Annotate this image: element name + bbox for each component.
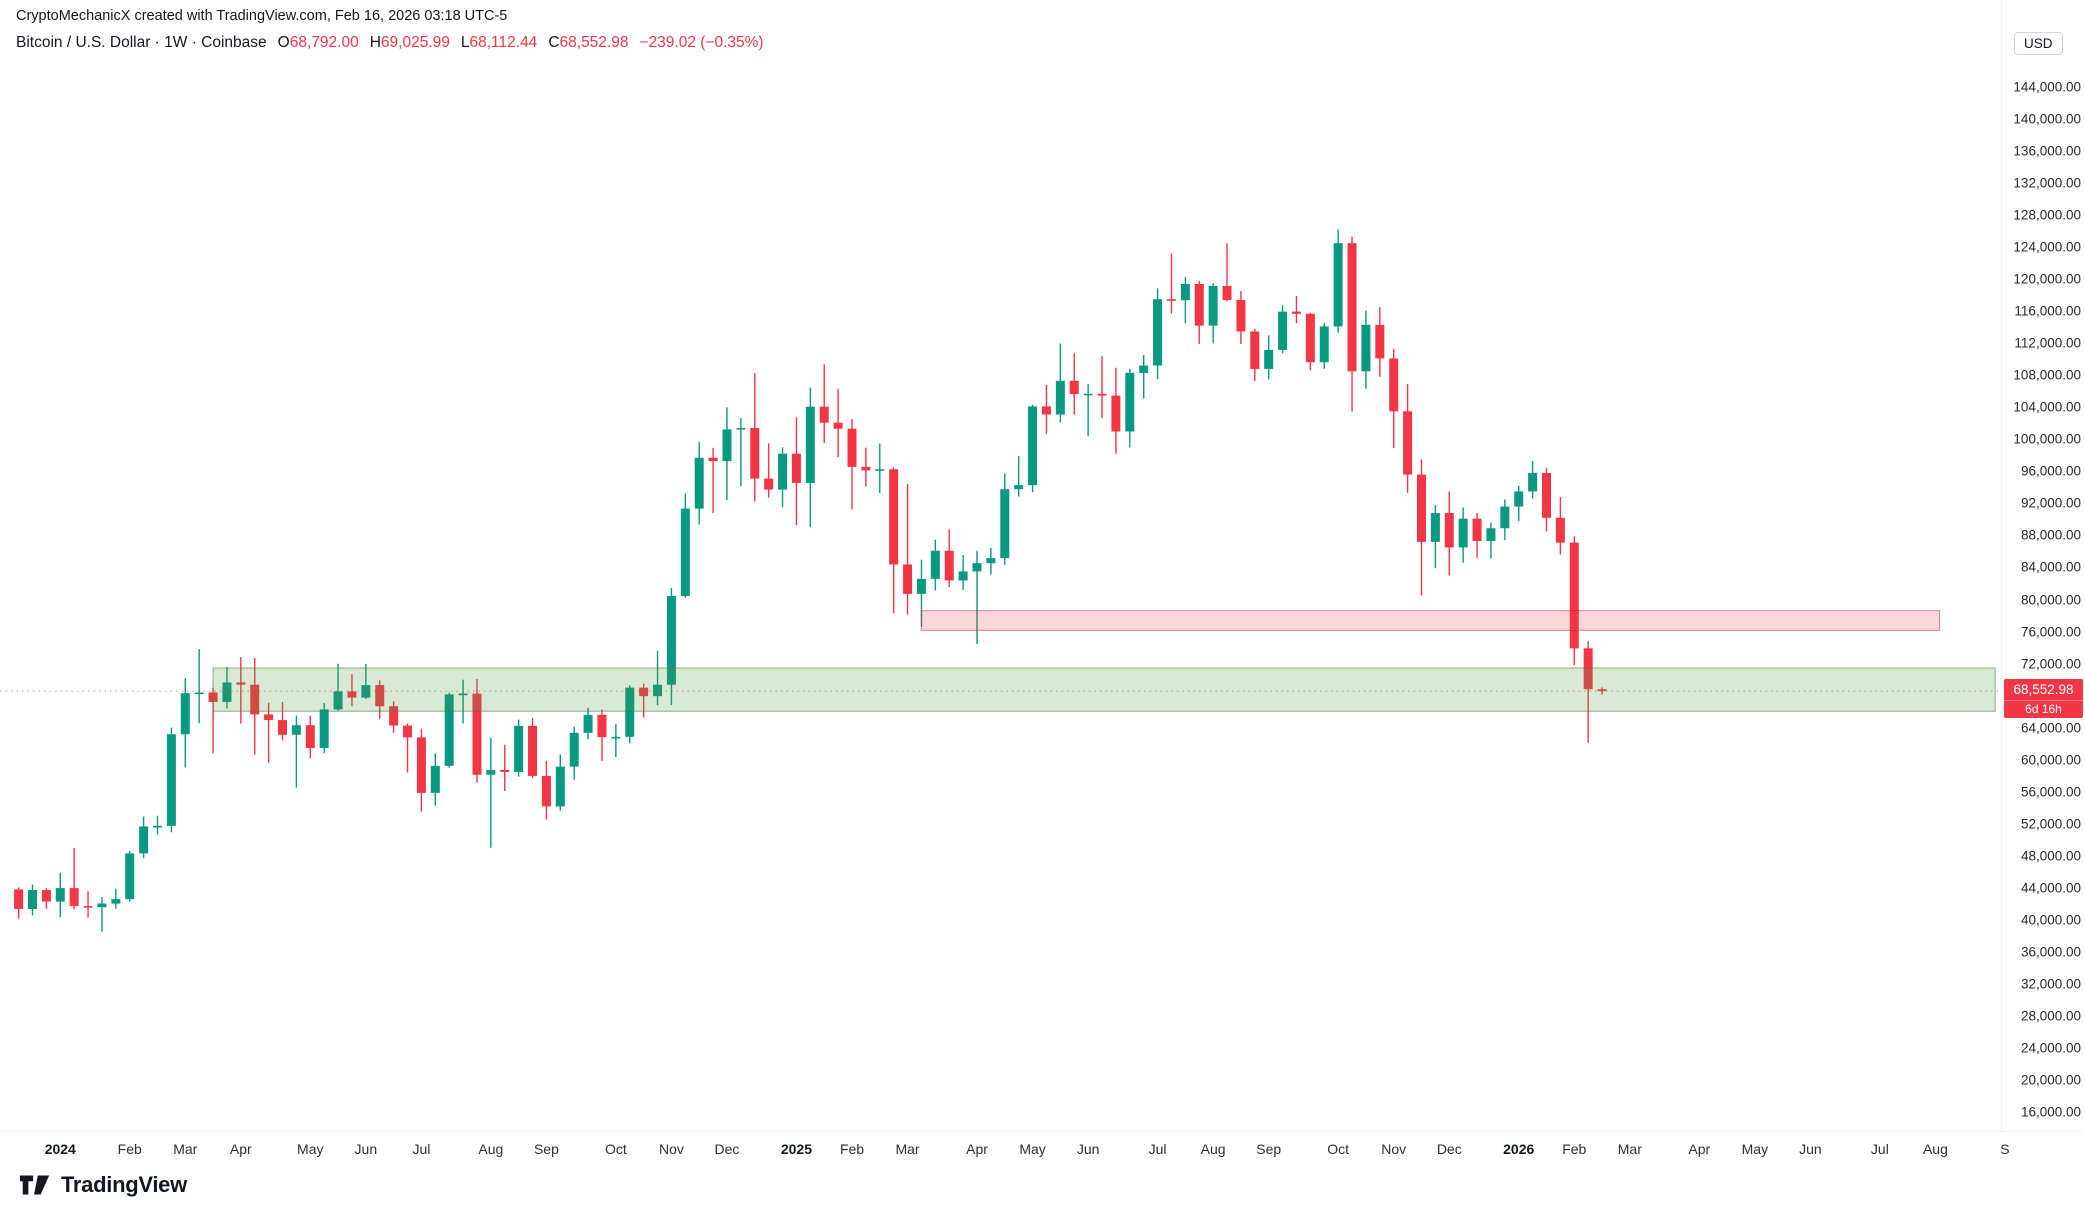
last-price-label: 68,552.98 — [2004, 679, 2083, 701]
time-axis-month-label: Apr — [1688, 1141, 1711, 1157]
bar-countdown-label: 6d 16h — [2004, 700, 2083, 719]
time-axis-month-label: Mar — [1617, 1141, 1642, 1157]
time-axis-year-label: 2025 — [780, 1141, 813, 1157]
time-axis-month-label: Dec — [714, 1141, 740, 1157]
time-axis-month-label: Mar — [173, 1141, 198, 1157]
time-axis-month-label: Aug — [1200, 1141, 1226, 1157]
price-axis[interactable]: USD 144,000.00 140,000.00 136,000.00 132,00… — [2001, 0, 2085, 1131]
price-axis-label: 60,000.00 — [2020, 752, 2081, 768]
tradingview-logo[interactable]: TradingView — [18, 1172, 187, 1198]
price-axis-label: 100,000.00 — [2013, 431, 2081, 447]
price-axis-label: 44,000.00 — [2020, 880, 2081, 896]
time-axis-month-label: Jun — [354, 1141, 378, 1157]
time-axis-month-label: Jul — [1148, 1141, 1167, 1157]
price-axis-label: 36,000.00 — [2020, 944, 2081, 960]
time-axis-month-label: Dec — [1436, 1141, 1462, 1157]
price-axis-label: 72,000.00 — [2020, 656, 2081, 672]
price-axis-label: 92,000.00 — [2020, 495, 2081, 511]
time-axis-month-label: S — [2000, 1141, 2010, 1157]
price-axis-label: 128,000.00 — [2013, 207, 2081, 223]
currency-unit-button[interactable]: USD — [2014, 32, 2063, 55]
time-axis-month-label: Feb — [839, 1141, 865, 1157]
time-axis-month-label: Oct — [604, 1141, 627, 1157]
time-axis-month-label: Aug — [478, 1141, 504, 1157]
time-axis-month-label: Sep — [533, 1141, 559, 1157]
price-axis-label: 132,000.00 — [2013, 175, 2081, 191]
chart-legend: Bitcoin / U.S. Dollar · 1W · Coinbase O6… — [16, 34, 764, 52]
price-axis-label: 136,000.00 — [2013, 143, 2081, 159]
ohlc-low: L68,112.44 — [460, 34, 538, 51]
price-axis-label: 24,000.00 — [2020, 1040, 2081, 1056]
ohlc-close: C68,552.98 — [548, 34, 629, 51]
price-axis-label: 104,000.00 — [2013, 399, 2081, 415]
price-axis-label: 48,000.00 — [2020, 848, 2081, 864]
resistance-zone[interactable] — [920, 610, 1941, 631]
price-axis-label: 84,000.00 — [2020, 559, 2081, 575]
attribution-text: CryptoMechanicX created with TradingView… — [16, 8, 508, 24]
time-axis-month-label: May — [1019, 1141, 1046, 1157]
time-axis-month-label: Jun — [1799, 1141, 1822, 1157]
symbol-title[interactable]: Bitcoin / U.S. Dollar · 1W · Coinbase — [16, 34, 267, 51]
ohlc-high: H69,025.99 — [369, 34, 450, 51]
price-axis-label: 144,000.00 — [2013, 79, 2081, 95]
price-axis-label: 28,000.00 — [2020, 1008, 2081, 1024]
ohlc-open: O68,792.00 — [277, 34, 359, 51]
time-axis-month-label: Nov — [658, 1141, 684, 1157]
price-axis-label: 56,000.00 — [2020, 784, 2081, 800]
time-axis-month-label: Jul — [412, 1141, 431, 1157]
time-axis-month-label: May — [1741, 1141, 1769, 1157]
time-axis[interactable]: 2024 Feb Mar Apr May Jun Jul Aug Sep Oct Nov Dec 202… — [0, 1131, 2085, 1170]
price-axis-label: 140,000.00 — [2013, 111, 2081, 127]
time-axis-month-label: Feb — [1562, 1141, 1587, 1157]
time-axis-month-label: Jun — [1076, 1141, 1100, 1157]
price-axis-label: 80,000.00 — [2020, 592, 2081, 607]
time-axis-month-label: Oct — [1327, 1141, 1350, 1157]
time-axis-month-label: Feb — [117, 1141, 142, 1157]
price-axis-label: 116,000.00 — [2014, 303, 2081, 319]
price-axis-label: 108,000.00 — [2013, 367, 2081, 383]
time-axis-year-label: 2024 — [44, 1141, 76, 1157]
price-axis-label: 52,000.00 — [2020, 816, 2081, 832]
price-axis-label: 16,000.00 — [2020, 1104, 2081, 1120]
price-axis-label: 64,000.00 — [2020, 720, 2081, 736]
time-axis-month-label: Mar — [895, 1141, 920, 1157]
price-axis-label: 120,000.00 — [2013, 271, 2081, 287]
time-axis-month-label: Apr — [229, 1141, 252, 1157]
price-axis-label: 20,000.00 — [2020, 1072, 2081, 1088]
support-zone[interactable] — [212, 667, 1996, 712]
price-axis-label: 40,000.00 — [2020, 912, 2081, 928]
time-axis-month-label: Jul — [1870, 1141, 1889, 1157]
price-axis-label: 32,000.00 — [2020, 976, 2081, 992]
time-axis-month-label: Nov — [1381, 1141, 1407, 1157]
price-change: −239.02 (−0.35%) — [639, 34, 764, 51]
time-axis-month-label: May — [297, 1141, 324, 1157]
tradingview-logo-text: TradingView — [61, 1172, 187, 1197]
time-axis-month-label: Aug — [1922, 1141, 1948, 1157]
price-axis-label: 124,000.00 — [2013, 239, 2081, 255]
time-axis-month-label: Sep — [1256, 1141, 1282, 1157]
last-price-tag: 68,552.98 6d 16h — [2004, 679, 2083, 719]
price-axis-label: 112,000.00 — [2014, 335, 2081, 351]
tradingview-logo-icon — [19, 1175, 50, 1195]
price-axis-label: 96,000.00 — [2020, 463, 2081, 479]
time-axis-year-label: 2026 — [1503, 1141, 1535, 1157]
price-axis-label: 76,000.00 — [2020, 624, 2081, 640]
price-axis-label: 88,000.00 — [2020, 527, 2081, 543]
time-axis-month-label: Apr — [966, 1141, 988, 1157]
candlestick-series — [14, 229, 1607, 932]
